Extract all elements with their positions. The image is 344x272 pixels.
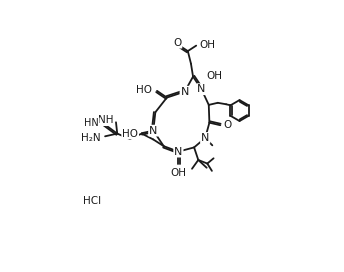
Text: O: O: [173, 38, 182, 48]
Text: OH: OH: [170, 168, 186, 178]
Text: HO: HO: [136, 85, 152, 95]
Text: N: N: [181, 87, 189, 97]
Text: N: N: [201, 133, 209, 143]
Text: HCl: HCl: [83, 196, 101, 206]
Text: NH: NH: [98, 115, 113, 125]
Text: OH: OH: [200, 40, 216, 50]
Text: H₂N: H₂N: [81, 133, 101, 143]
Text: OH: OH: [206, 71, 222, 81]
Text: HO: HO: [122, 129, 138, 139]
Text: N: N: [197, 84, 206, 94]
Text: O: O: [223, 120, 232, 130]
Text: N: N: [149, 126, 158, 136]
Text: HN: HN: [84, 118, 99, 128]
Text: N: N: [174, 147, 183, 157]
